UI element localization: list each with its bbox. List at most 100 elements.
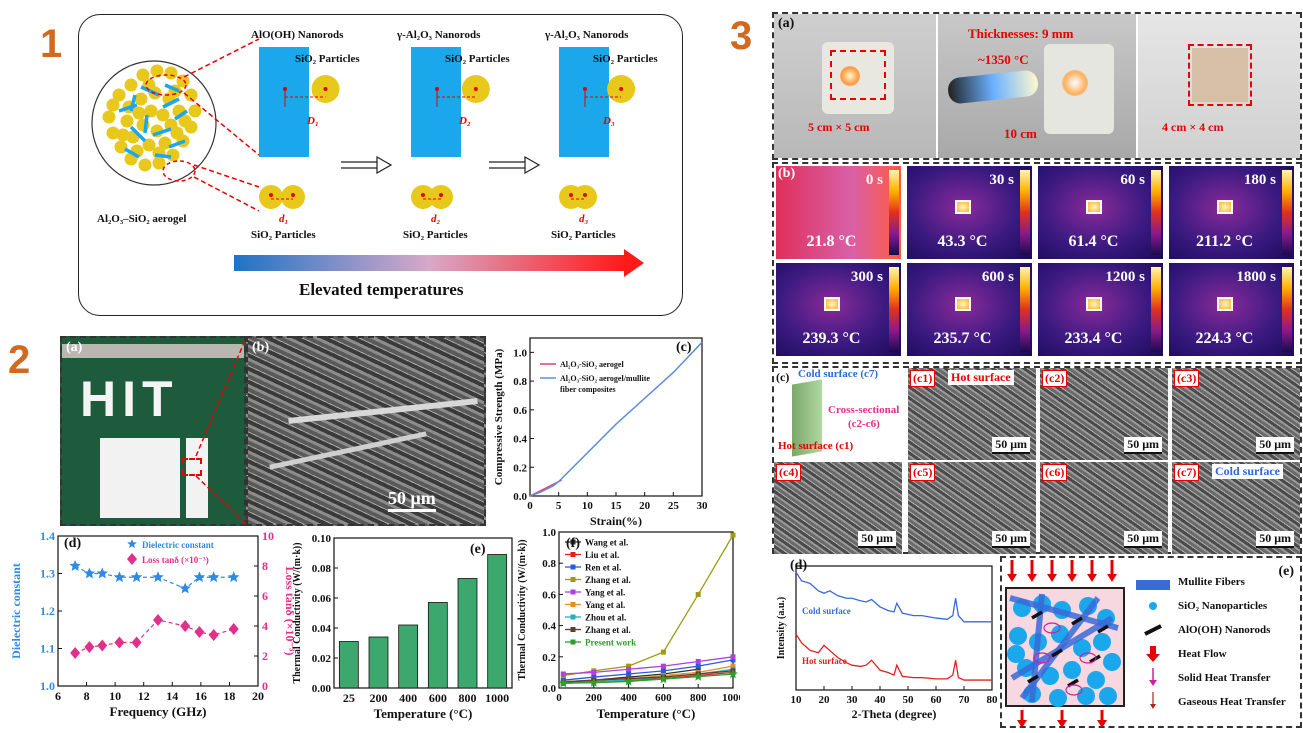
alooh-nanorod xyxy=(1097,624,1109,634)
ir-colorbar xyxy=(1151,170,1161,255)
tick-label: 14 xyxy=(166,689,178,703)
fig2d-label: (d) xyxy=(64,536,82,551)
sio2-particle xyxy=(114,140,128,154)
sem-extra-label: Hot surface xyxy=(948,370,1014,385)
center-dot xyxy=(269,193,273,197)
cold-label: Cold surface (c7) xyxy=(798,368,879,380)
legend-label: fiber composites xyxy=(560,385,616,394)
ir-colorbar xyxy=(1020,170,1030,255)
fig1-schematic: Al₂O₃–SiO₂ aerogel Elevated temperatures… xyxy=(78,14,683,316)
center-dot xyxy=(473,87,478,91)
tick-label: 1.0 xyxy=(513,347,527,359)
fig3c-label: (c) xyxy=(776,370,790,384)
plot-frame xyxy=(795,565,993,691)
category-label: 800 xyxy=(459,691,477,705)
gaseous-transfer-path xyxy=(1043,622,1061,634)
sio2-cluster xyxy=(1099,687,1117,705)
series-line xyxy=(563,534,734,677)
legend-swatch xyxy=(127,553,137,565)
sio2-particle xyxy=(102,110,116,124)
legend-label: Zhou et al. xyxy=(585,613,626,623)
series-line xyxy=(563,656,734,675)
legend-marker xyxy=(570,627,576,632)
fig3a-label: (a) xyxy=(778,16,795,31)
sio2-particle xyxy=(152,156,166,170)
tick-label: 10 xyxy=(791,694,803,706)
tick-label: 0.8 xyxy=(542,558,556,570)
legend-label: Yang et al. xyxy=(585,588,625,598)
tick-label: 18 xyxy=(223,689,235,703)
nanorod-block xyxy=(411,47,461,157)
ir-temp: 239.3 °C xyxy=(802,330,861,347)
tick-label: 0.4 xyxy=(513,434,527,446)
legend-label: Al₂O₃-SiO₂ aerogel/mullite xyxy=(560,374,650,383)
center-dot xyxy=(583,87,587,91)
ir-image-4: 300 s 239.3 °C xyxy=(776,263,901,356)
heat-flow-top-arrows xyxy=(1007,560,1117,582)
series-line xyxy=(529,341,703,497)
tick-label: 16 xyxy=(195,689,207,703)
fig3a-photos: 5 cm × 5 cm Thicknesses: 9 mm ~1350 °C 1… xyxy=(772,12,1302,160)
ir-hot-spot xyxy=(1086,200,1102,214)
stage2-rod-label: γ-Al₂O₃ Nanorods xyxy=(397,29,481,41)
tick-label: 200 xyxy=(586,692,603,704)
legend-heatflow: Heat Flow xyxy=(1178,648,1227,660)
stage1-d-label: d₁ xyxy=(279,213,289,225)
ir-colorbar xyxy=(889,170,899,255)
series-line xyxy=(563,659,734,681)
ir-image-1: 30 s 43.3 °C xyxy=(907,166,1032,259)
legend-gas-swatch xyxy=(1150,704,1156,709)
stage2-particle-label: SiO₂ Particles xyxy=(445,53,510,65)
data-point-star xyxy=(113,571,126,583)
bar xyxy=(457,578,478,689)
data-point xyxy=(558,678,569,688)
tick-label: 0.04 xyxy=(312,623,332,635)
data-point xyxy=(658,674,669,684)
gaseous-transfer-path xyxy=(1033,652,1051,664)
ir-image-3: 180 s 211.2 °C xyxy=(1169,166,1294,259)
tick-label: 1.1 xyxy=(40,642,55,656)
sio2-particle xyxy=(178,114,192,128)
center-dot xyxy=(291,193,295,197)
sio2-cluster xyxy=(1077,687,1095,705)
stage2-pair-label: SiO₂ Particles xyxy=(403,229,468,241)
y-axis-label: Intensity (a.u.) xyxy=(776,597,787,660)
fig3b-ir-grid: (b) 0 s 21.8 °C 30 s 43.3 °C 60 s 61.4 °C 180 … xyxy=(772,162,1302,364)
temperature-arrow-head xyxy=(624,249,644,277)
legend-label: Present work xyxy=(585,638,636,648)
process-arrow-1 xyxy=(341,155,393,175)
data-point xyxy=(591,674,597,680)
data-point-diamond xyxy=(70,647,81,659)
tick-label: 6 xyxy=(55,689,61,703)
alooh-nanorod xyxy=(1089,654,1101,664)
series-line xyxy=(795,571,992,623)
sem-label: (c4) xyxy=(776,464,802,481)
tick-label: 10 xyxy=(109,689,121,703)
gaseous-transfer-path xyxy=(1079,652,1097,664)
section-number-2: 2 xyxy=(8,338,31,382)
ruler xyxy=(62,344,244,358)
data-point-diamond xyxy=(208,629,219,641)
sem-image-1: (c1) Hot surface 50 μm xyxy=(908,368,1036,460)
tick-label: 0.0 xyxy=(542,683,556,695)
ir-colorbar xyxy=(1282,267,1292,352)
data-point-diamond xyxy=(153,614,163,626)
fig2c-label: (c) xyxy=(676,340,692,355)
legend-label: Zhang et al. xyxy=(585,625,631,635)
alooh-rod xyxy=(140,85,160,97)
sem-label: (c5) xyxy=(910,464,936,481)
sem-label: (c1) xyxy=(910,370,936,387)
alooh-nanorod xyxy=(1071,616,1083,626)
size1-label: 5 cm × 5 cm xyxy=(808,120,870,134)
data-point xyxy=(730,657,736,663)
category-label: 400 xyxy=(399,691,417,705)
data-point-star xyxy=(193,571,206,583)
fiber xyxy=(269,431,427,470)
ir-temp: 235.7 °C xyxy=(933,330,992,347)
sio2-cluster xyxy=(1087,671,1105,689)
nanorod-block xyxy=(559,47,609,157)
ir-hot-spot xyxy=(824,297,840,311)
alooh-nanorod xyxy=(1027,674,1039,684)
legend-label: Zhang et al. xyxy=(585,575,631,585)
glow-spot xyxy=(840,66,860,86)
